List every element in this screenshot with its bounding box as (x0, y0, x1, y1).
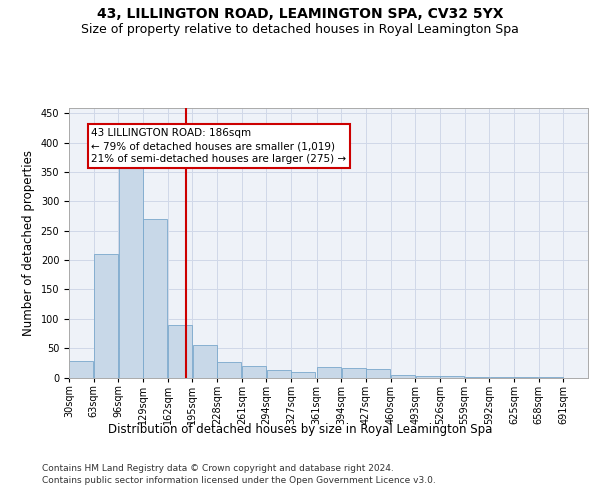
Text: Size of property relative to detached houses in Royal Leamington Spa: Size of property relative to detached ho… (81, 22, 519, 36)
Bar (119, 148, 143, 378)
Bar (539, 377, 563, 378)
Bar (416, 376, 440, 378)
Text: 43 LILLINGTON ROAD: 186sqm
← 79% of detached houses are smaller (1,019)
21% of s: 43 LILLINGTON ROAD: 186sqm ← 79% of deta… (91, 128, 347, 164)
Bar (168, 324, 192, 378)
Bar (490, 377, 514, 378)
Bar (193, 345, 217, 378)
Bar (465, 377, 489, 378)
Bar (440, 376, 464, 378)
Text: 43, LILLINGTON ROAD, LEAMINGTON SPA, CV32 5YX: 43, LILLINGTON ROAD, LEAMINGTON SPA, CV3… (97, 8, 503, 22)
Bar (94, 254, 118, 378)
Bar (217, 362, 241, 378)
Bar (514, 377, 538, 378)
Bar (292, 372, 316, 378)
Bar (391, 374, 415, 378)
Bar (341, 368, 365, 378)
Y-axis label: Number of detached properties: Number of detached properties (22, 150, 35, 336)
Text: Contains HM Land Registry data © Crown copyright and database right 2024.: Contains HM Land Registry data © Crown c… (42, 464, 394, 473)
Bar (143, 219, 167, 378)
Bar (69, 361, 94, 378)
Bar (317, 367, 341, 378)
Bar (366, 368, 390, 378)
Text: Distribution of detached houses by size in Royal Leamington Spa: Distribution of detached houses by size … (108, 422, 492, 436)
Text: Contains public sector information licensed under the Open Government Licence v3: Contains public sector information licen… (42, 476, 436, 485)
Bar (242, 366, 266, 378)
Bar (267, 370, 291, 378)
